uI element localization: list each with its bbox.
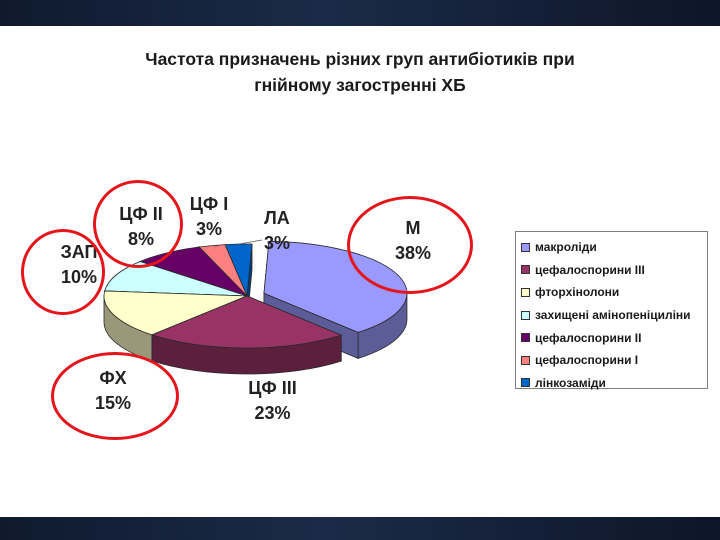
slice-label-cf3: ЦФ ІІІ 23% — [225, 376, 320, 426]
leader-line — [238, 239, 263, 245]
legend-swatch — [521, 265, 530, 275]
pie-slice-top — [150, 295, 343, 349]
pie-slice-top — [103, 290, 248, 336]
highlight-circle-m — [347, 196, 473, 294]
slice-label-cf1-name: ЦФ І — [189, 194, 229, 214]
chart-title: Частота призначень різних груп антибіоти… — [40, 46, 680, 98]
legend-item: цефалоспорини ІІІ — [521, 259, 707, 282]
legend-item: захищені амінопеніциліни — [521, 304, 707, 327]
legend-item: цефалоспорини ІІ — [521, 326, 707, 349]
legend-swatch — [521, 310, 530, 320]
highlight-circle-zap — [21, 229, 105, 315]
slice-label-la-name: ЛА — [264, 208, 290, 228]
highlight-circle-fx — [51, 352, 179, 440]
slice-label-cf1-percent: 3% — [195, 219, 222, 239]
slice-label-cf3-name: ЦФ ІІІ — [248, 378, 297, 398]
slice-label-cf1: ЦФ І 3% — [178, 192, 240, 242]
legend-swatch — [521, 378, 530, 388]
pie-slice — [150, 295, 343, 375]
legend-label: фторхінолони — [535, 285, 620, 300]
legend-item: лінкозаміди — [521, 372, 707, 395]
legend-swatch — [521, 287, 530, 297]
legend-item: фторхінолони — [521, 281, 707, 304]
bottom-decorative-band — [0, 517, 720, 540]
legend-swatch — [521, 355, 530, 365]
legend-label: цефалоспорини ІІІ — [535, 262, 645, 277]
top-decorative-band — [0, 0, 720, 26]
slice-label-cf3-percent: 23% — [254, 403, 291, 423]
legend-label: макроліди — [535, 240, 597, 255]
slice-label-la-percent: 3% — [263, 233, 290, 253]
slice-label-la: ЛА 3% — [248, 206, 306, 256]
legend-item: макроліди — [521, 236, 707, 259]
legend-label: цефалоспорини І — [535, 353, 639, 368]
legend-swatch — [521, 242, 530, 252]
chart-title-line-2: гнійному загостренні ХБ — [254, 75, 466, 95]
legend-label: захищені амінопеніциліни — [535, 308, 691, 323]
legend-item: цефалоспорини І — [521, 349, 707, 372]
legend-swatch — [521, 333, 530, 343]
legend-label: цефалоспорини ІІ — [535, 330, 642, 345]
chart-legend: макроліди цефалоспорини ІІІ фторхінолони… — [515, 231, 708, 390]
chart-title-line-1: Частота призначень різних груп антибіоти… — [145, 49, 575, 69]
legend-label: лінкозаміди — [535, 375, 606, 390]
highlight-circle-cf2 — [93, 180, 183, 268]
